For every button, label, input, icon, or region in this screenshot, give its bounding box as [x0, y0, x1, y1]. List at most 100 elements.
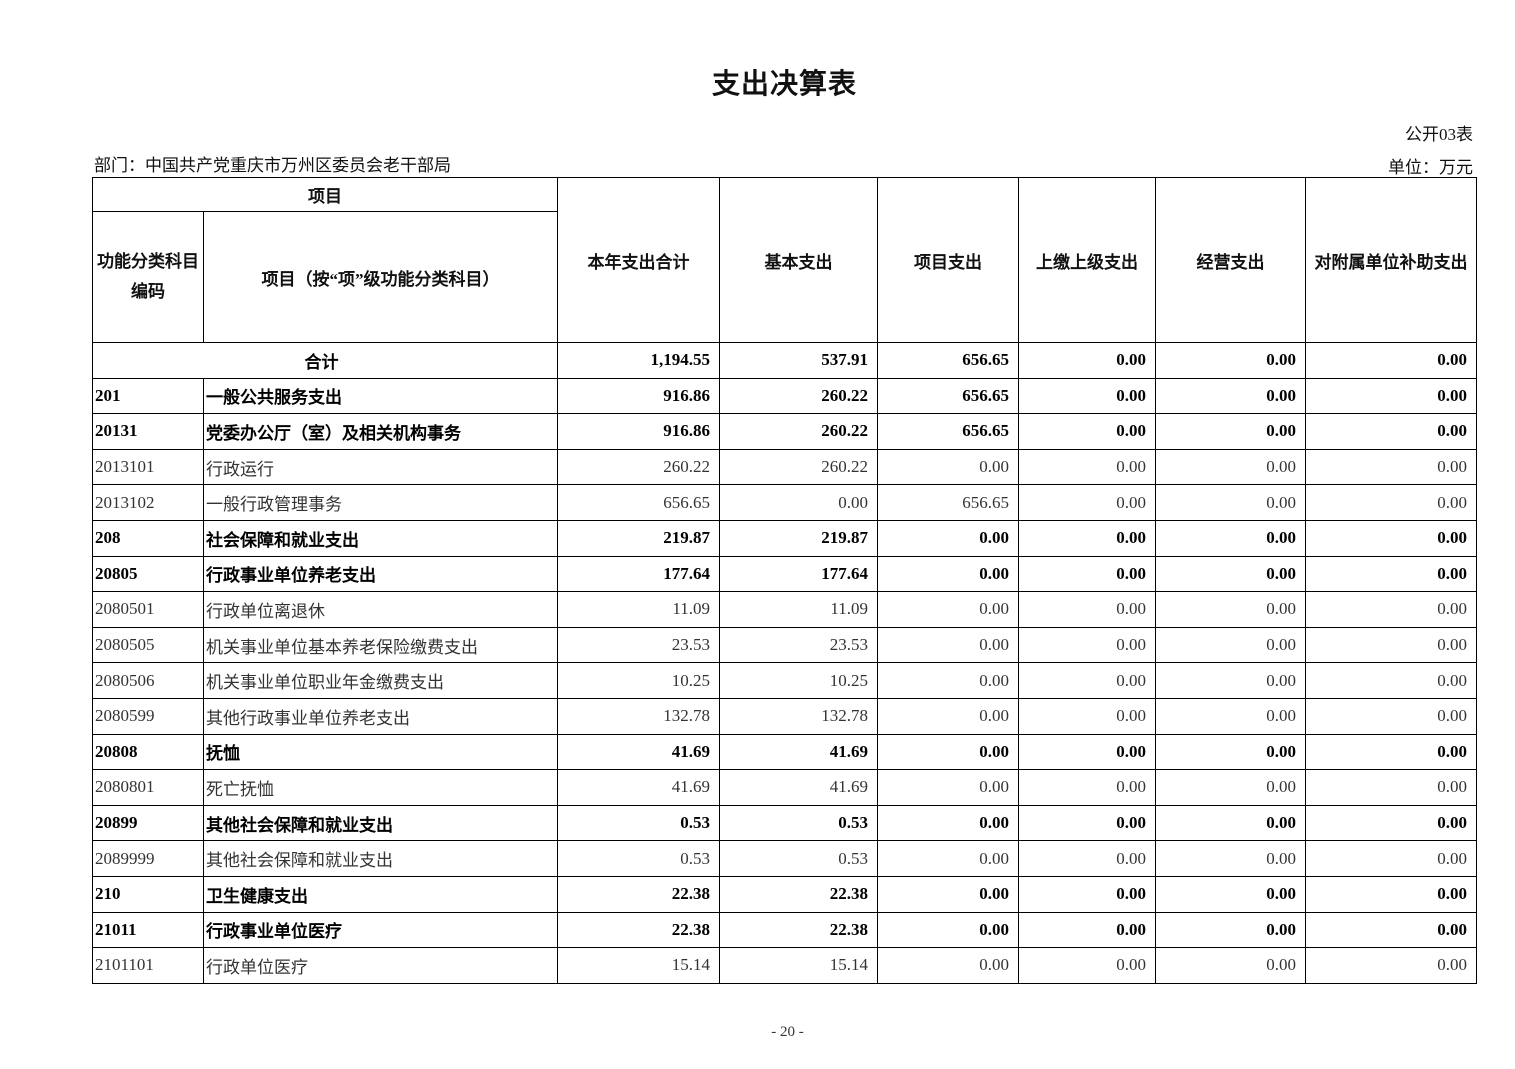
row-value: 22.38 [557, 875, 720, 913]
row-value: 0.53 [719, 840, 878, 877]
row-value: 0.00 [1018, 377, 1156, 415]
row-value: 0.00 [1018, 875, 1156, 913]
header-col: 经营支出 [1155, 177, 1306, 343]
row-value: 15.14 [719, 947, 878, 984]
row-value: 0.00 [1018, 947, 1156, 984]
row-value: 0.00 [1305, 947, 1477, 984]
row-value: 132.78 [719, 697, 878, 735]
header-project-group: 项目 [92, 177, 558, 212]
row-value: 0.00 [1155, 626, 1306, 664]
table-row: 2080506 机关事业单位职业年金缴费支出 10.25 10.25 0.00 0.00 0… [92, 662, 1477, 699]
row-name: 一般行政管理事务 [203, 484, 558, 521]
row-value: 0.00 [1155, 377, 1306, 415]
table-row: 20808 抚恤 41.69 41.69 0.00 0.00 0.00 0.00 [92, 733, 1477, 771]
expenditure-table: 项目 本年支出合计 基本支出 项目支出 上缴上级支出 经营支出 对附属单位补助支… [92, 177, 1477, 984]
row-value: 0.00 [1155, 413, 1306, 450]
row-value: 0.00 [1305, 840, 1477, 877]
row-code: 2080501 [92, 591, 204, 628]
row-name: 死亡抚恤 [203, 769, 558, 806]
row-name: 行政事业单位医疗 [203, 911, 558, 949]
row-name: 行政运行 [203, 448, 558, 486]
row-value: 23.53 [719, 626, 878, 664]
row-value: 0.00 [1155, 484, 1306, 521]
row-name: 其他行政事业单位养老支出 [203, 697, 558, 735]
header-col: 上缴上级支出 [1018, 177, 1156, 343]
row-value: 0.00 [877, 769, 1019, 806]
row-value: 0.53 [557, 840, 720, 877]
row-value: 0.00 [1305, 804, 1477, 842]
row-value: 0.00 [1155, 733, 1306, 771]
row-value: 132.78 [557, 697, 720, 735]
row-name: 党委办公厅（室）及相关机构事务 [203, 413, 558, 450]
row-name: 卫生健康支出 [203, 875, 558, 913]
row-value: 656.65 [877, 484, 1019, 521]
row-code: 210 [92, 875, 204, 913]
row-value: 260.22 [719, 377, 878, 415]
row-code: 2013101 [92, 448, 204, 486]
row-name: 行政单位医疗 [203, 947, 558, 984]
row-code: 2101101 [92, 947, 204, 984]
total-value: 0.00 [1018, 342, 1156, 379]
row-value: 0.00 [1018, 911, 1156, 949]
row-name: 机关事业单位基本养老保险缴费支出 [203, 626, 558, 664]
table-row: 21011 行政事业单位医疗 22.38 22.38 0.00 0.00 0.00 0.00 [92, 911, 1477, 949]
row-value: 0.00 [877, 947, 1019, 984]
row-value: 0.00 [1155, 519, 1306, 557]
table-row: 208 社会保障和就业支出 219.87 219.87 0.00 0.00 0.00 0.00 [92, 519, 1477, 557]
row-value: 0.00 [1155, 840, 1306, 877]
row-value: 0.00 [1305, 377, 1477, 415]
table-row: 20899 其他社会保障和就业支出 0.53 0.53 0.00 0.00 0.00 0.00 [92, 804, 1477, 842]
header-name: 项目（按“项”级功能分类科目） [203, 211, 558, 343]
row-value: 0.00 [1155, 591, 1306, 628]
row-name: 抚恤 [203, 733, 558, 771]
header-code: 功能分类科目编码 [92, 211, 204, 343]
row-value: 0.00 [877, 519, 1019, 557]
header-col: 本年支出合计 [557, 177, 720, 343]
form-number: 公开03表 [1405, 125, 1473, 144]
row-name: 一般公共服务支出 [203, 377, 558, 415]
table-row: 20805 行政事业单位养老支出 177.64 177.64 0.00 0.00 0.00 0… [92, 555, 1477, 593]
row-value: 0.00 [877, 591, 1019, 628]
total-value: 0.00 [1155, 342, 1306, 379]
row-code: 20808 [92, 733, 204, 771]
row-value: 41.69 [719, 733, 878, 771]
row-name: 机关事业单位职业年金缴费支出 [203, 662, 558, 699]
row-value: 22.38 [719, 875, 878, 913]
row-value: 0.00 [1018, 804, 1156, 842]
total-value: 1,194.55 [557, 342, 720, 379]
header-col: 基本支出 [719, 177, 878, 343]
table-row: 210 卫生健康支出 22.38 22.38 0.00 0.00 0.00 0.00 [92, 875, 1477, 913]
row-value: 0.00 [1155, 804, 1306, 842]
row-value: 23.53 [557, 626, 720, 664]
row-value: 0.00 [1305, 519, 1477, 557]
row-value: 0.00 [1155, 947, 1306, 984]
row-value: 0.00 [1155, 697, 1306, 735]
row-value: 0.00 [1305, 662, 1477, 699]
row-value: 0.00 [1155, 911, 1306, 949]
row-code: 208 [92, 519, 204, 557]
total-label: 合计 [92, 342, 558, 379]
row-value: 0.00 [1018, 769, 1156, 806]
row-value: 0.00 [1305, 875, 1477, 913]
row-value: 0.00 [877, 875, 1019, 913]
row-value: 11.09 [557, 591, 720, 628]
department-label: 部门：中国共产党重庆市万州区委员会老干部局 [94, 156, 451, 175]
row-name: 行政单位离退休 [203, 591, 558, 628]
table-row: 2080505 机关事业单位基本养老保险缴费支出 23.53 23.53 0.00 0.0… [92, 626, 1477, 664]
table-row: 201 一般公共服务支出 916.86 260.22 656.65 0.00 0.00 0.0… [92, 377, 1477, 415]
row-value: 0.00 [1018, 662, 1156, 699]
row-value: 0.00 [877, 733, 1019, 771]
row-value: 0.00 [877, 662, 1019, 699]
row-value: 656.65 [877, 377, 1019, 415]
page-title: 支出决算表 [711, 69, 857, 100]
total-value: 537.91 [719, 342, 878, 379]
row-code: 2080505 [92, 626, 204, 664]
row-value: 219.87 [557, 519, 720, 557]
row-value: 0.00 [1305, 591, 1477, 628]
row-code: 2080506 [92, 662, 204, 699]
row-value: 260.22 [719, 413, 878, 450]
table-row: 20131 党委办公厅（室）及相关机构事务 916.86 260.22 656.65 0.… [92, 413, 1477, 450]
row-value: 177.64 [557, 555, 720, 593]
header-col: 对附属单位补助支出 [1305, 177, 1477, 343]
row-value: 0.00 [877, 448, 1019, 486]
